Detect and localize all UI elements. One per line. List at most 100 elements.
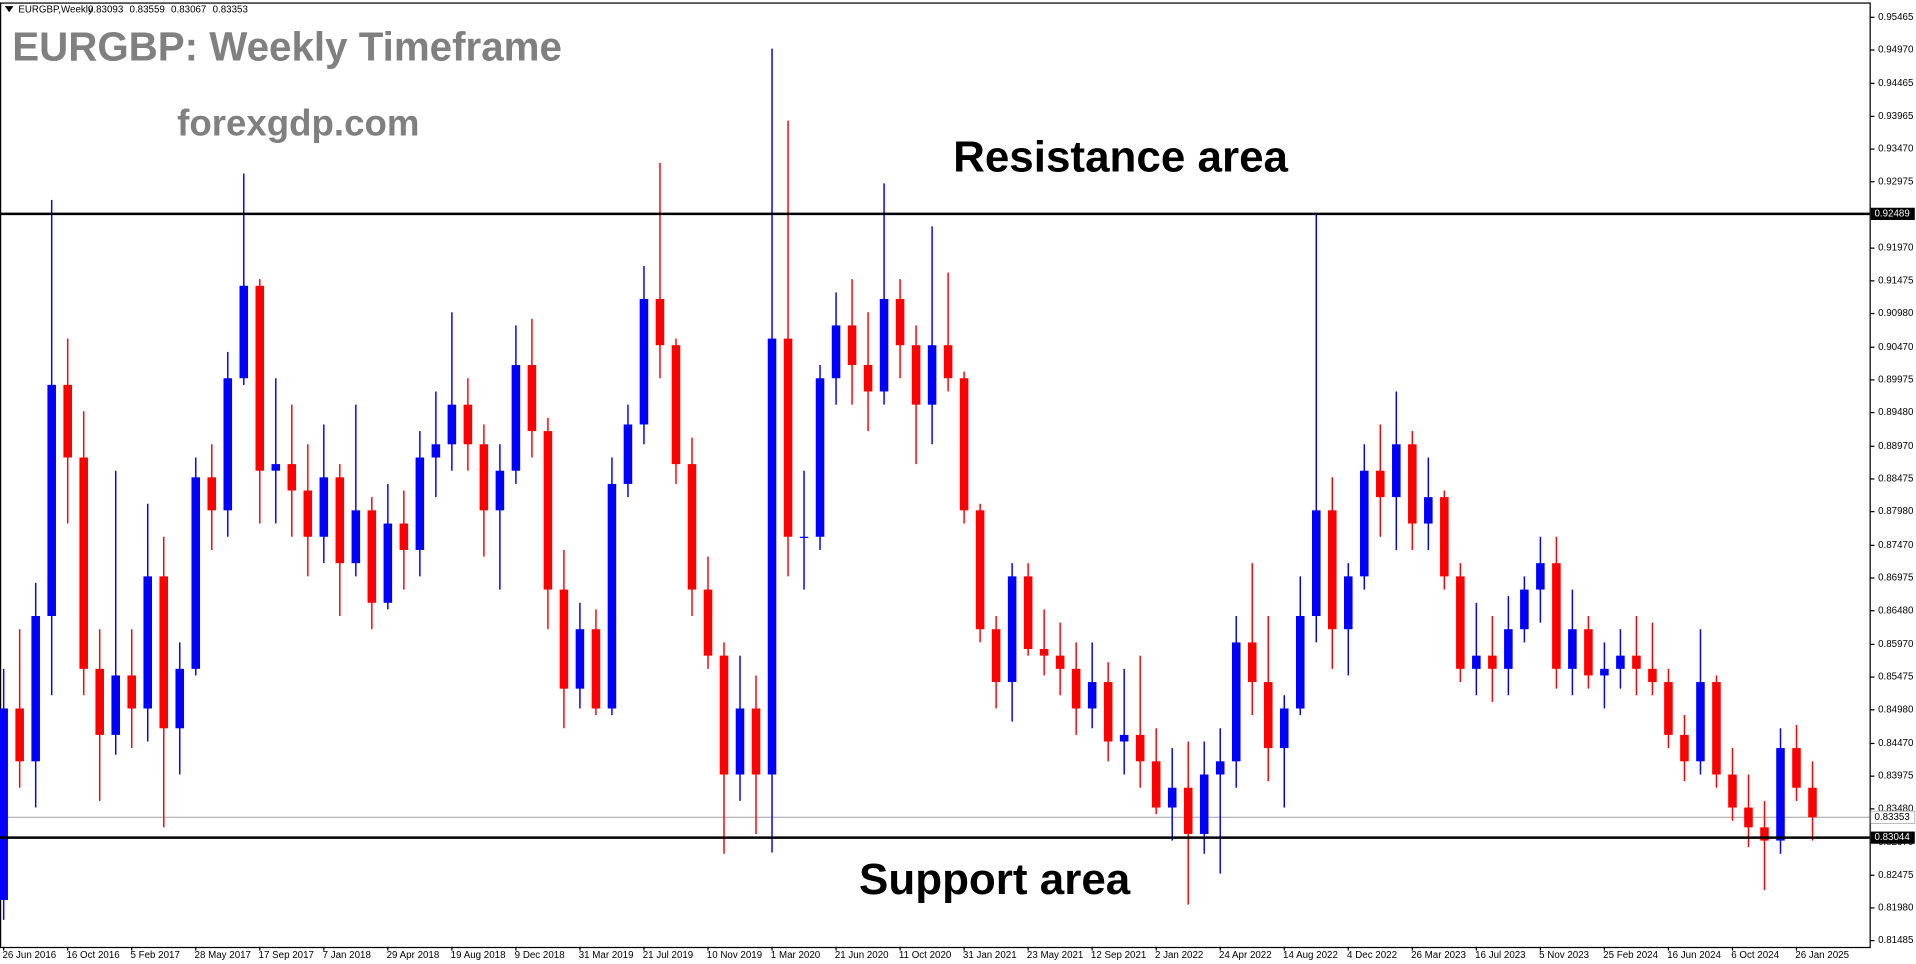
x-tick-label: 19 Aug 2018: [451, 950, 506, 961]
candle-body: [447, 404, 457, 445]
level-label-bg: [1870, 831, 1915, 844]
candle-body: [1151, 761, 1161, 808]
x-tick-label: 10 Nov 2019: [707, 950, 762, 961]
x-tick-label: 14 Aug 2022: [1283, 950, 1338, 961]
candle-body: [1424, 497, 1433, 524]
x-tick-label: 28 May 2017: [195, 950, 251, 961]
header-ohlc: 0.83093 0.83559 0.83067 0.83353: [88, 4, 248, 15]
candle-body: [799, 536, 809, 538]
candle-body: [0, 708, 8, 901]
candle-body: [1440, 497, 1449, 577]
candle-body: [1167, 787, 1177, 808]
candle-body: [255, 285, 265, 471]
level-label: 0.92489: [1874, 208, 1909, 219]
candle-body: [287, 464, 297, 491]
support-annotation: Support area: [859, 855, 1131, 904]
candle-body: [1600, 668, 1609, 676]
x-tick-label: 4 Dec 2022: [1347, 950, 1397, 961]
x-tick-label: 17 Sep 2017: [259, 950, 314, 961]
y-tick-label: 0.86480: [1878, 605, 1914, 616]
candle-body: [111, 675, 120, 735]
candle-body: [1408, 444, 1417, 524]
candle-body: [527, 365, 537, 432]
candle-body: [959, 378, 969, 511]
level-label-bg: [1870, 207, 1915, 220]
candle-body: [1696, 682, 1705, 762]
y-tick-label: 0.86975: [1878, 573, 1914, 584]
candle-body: [687, 464, 697, 590]
x-tick-label: 31 Jan 2021: [963, 950, 1017, 961]
y-tick-label: 0.94970: [1878, 45, 1914, 56]
candle-body: [1648, 668, 1657, 683]
candle-body: [1215, 761, 1225, 775]
candle-body: [511, 365, 521, 471]
x-tick-label: 2 Jan 2022: [1155, 950, 1203, 961]
candle-body: [15, 708, 24, 762]
candle-body: [1744, 807, 1753, 828]
y-tick-label: 0.83480: [1878, 803, 1914, 814]
candle-body: [95, 668, 104, 735]
candle-body: [543, 431, 553, 590]
x-tick-label: 21 Jul 2019: [643, 950, 694, 961]
candle-body: [1328, 510, 1337, 630]
candle-body: [639, 298, 649, 425]
candle-body: [1504, 629, 1513, 669]
candle-body: [367, 510, 377, 603]
y-tick-label: 0.88970: [1878, 441, 1914, 452]
candle-body: [271, 464, 281, 471]
candle-body: [1632, 655, 1641, 669]
candle-body: [31, 616, 40, 762]
y-tick-label: 0.84470: [1878, 738, 1914, 749]
candle-body: [399, 523, 409, 550]
candle-body: [1712, 682, 1721, 775]
candle-body: [911, 345, 921, 405]
candle-body: [175, 668, 185, 729]
x-tick-label: 29 Apr 2018: [387, 950, 440, 961]
candle-body: [1808, 787, 1817, 818]
x-tick-label: 26 Mar 2023: [1411, 950, 1466, 961]
candle-body: [1263, 682, 1273, 749]
candle-body: [1552, 563, 1561, 669]
candle-body: [1231, 642, 1241, 762]
candle-body: [1680, 734, 1689, 762]
x-tick-label: 16 Oct 2016: [66, 950, 119, 961]
candle-body: [1087, 682, 1097, 709]
candle-body: [655, 298, 665, 346]
candle-body: [1055, 655, 1065, 669]
candle-body: [735, 708, 745, 775]
candle-body: [575, 629, 585, 689]
header-icon: [4, 6, 14, 13]
x-tick-label: 16 Jun 2024: [1667, 950, 1721, 961]
plot: [0, 48, 1870, 920]
level-label: 0.83044: [1874, 832, 1910, 843]
candle-body: [1584, 629, 1593, 676]
y-tick-label: 0.81485: [1878, 935, 1914, 946]
candle-body: [1071, 668, 1081, 709]
candle-body: [239, 285, 249, 379]
current-price-label-bg: [1870, 810, 1916, 824]
candle-body: [63, 384, 72, 458]
y-tick-label: 0.82475: [1878, 870, 1914, 881]
resistance-annotation: Resistance area: [953, 133, 1288, 182]
y-tick-label: 0.91970: [1878, 243, 1914, 254]
candle-body: [1776, 748, 1785, 841]
x-tick-label: 21 Jun 2020: [835, 950, 889, 961]
y-tick-label: 0.92975: [1878, 176, 1914, 187]
candle-body: [767, 338, 777, 775]
candle-body: [1616, 655, 1625, 669]
header-value: 0.83067: [171, 4, 206, 15]
y-tick-label: 0.93470: [1878, 144, 1914, 155]
chart-subtitle: forexgdp.com: [177, 103, 419, 144]
x-tick-label: 7 Jan 2018: [323, 950, 371, 961]
chart-title: EURGBP: Weekly Timeframe: [12, 24, 562, 70]
x-tick-label: 26 Jan 2025: [1795, 950, 1849, 961]
x-tick-label: 12 Sep 2021: [1091, 950, 1146, 961]
candle-body: [127, 675, 137, 709]
x-tick-label: 11 Oct 2020: [899, 950, 952, 961]
y-tick-label: 0.89480: [1878, 407, 1914, 418]
header-value: 0.83093: [88, 4, 123, 15]
header-value: 0.83353: [213, 4, 248, 15]
candle-body: [991, 629, 1001, 683]
candle-body: [975, 510, 985, 630]
